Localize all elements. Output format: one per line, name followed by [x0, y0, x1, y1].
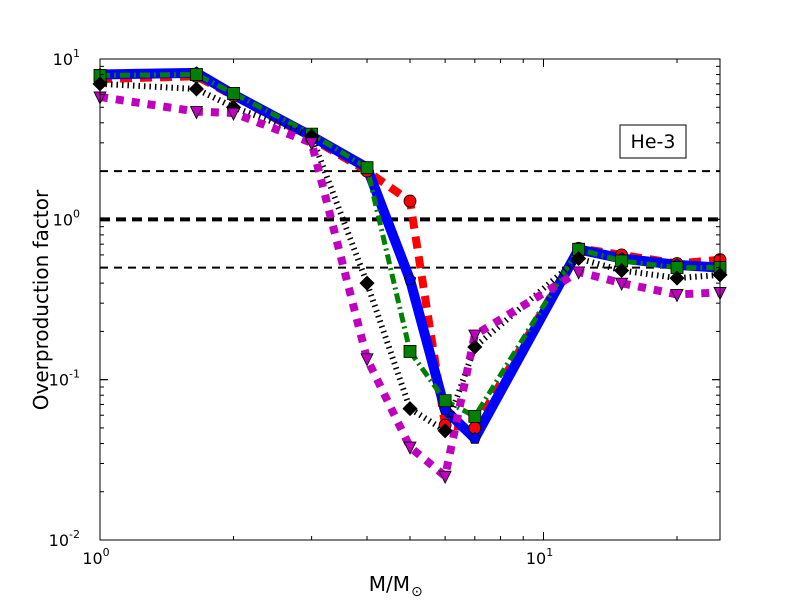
- y-tick-label: 10-1: [49, 368, 80, 390]
- data-point: [403, 194, 417, 208]
- data-point: [403, 345, 417, 358]
- data-point: [468, 410, 482, 423]
- data-point: [437, 423, 453, 439]
- annotation-label: He-3: [631, 131, 676, 153]
- y-axis-label: Overproduction factor: [29, 189, 53, 410]
- data-point: [468, 431, 481, 444]
- data-point: [360, 353, 374, 367]
- data-point: [670, 289, 684, 303]
- data-point: [359, 275, 375, 291]
- x-tick-label: 100: [82, 546, 109, 568]
- y-tick-label: 101: [53, 47, 80, 69]
- data-point: [571, 266, 586, 280]
- data-point: [227, 87, 240, 100]
- data-point: [468, 329, 482, 343]
- y-tick-label: 10-2: [49, 528, 80, 550]
- data-point: [190, 68, 203, 81]
- annotation-box: He-3: [619, 124, 687, 159]
- data-point: [615, 254, 629, 268]
- data-point: [438, 470, 452, 485]
- x-axis-label: M/M: [369, 572, 410, 596]
- y-tick-label: 100: [53, 207, 80, 229]
- data-point: [670, 261, 684, 274]
- series-line-2: [100, 72, 720, 419]
- data-point: [188, 81, 205, 97]
- data-point: [403, 273, 417, 285]
- series-line-3: [100, 80, 720, 434]
- data-point: [669, 270, 685, 286]
- data-point: [614, 277, 629, 292]
- data-point: [226, 107, 241, 121]
- data-point: [304, 137, 319, 151]
- x-axis-label-sub: ⊙: [411, 584, 423, 600]
- data-point: [571, 250, 587, 267]
- data-point: [360, 161, 374, 175]
- data-point: [189, 106, 204, 120]
- data-point: [403, 441, 417, 455]
- x-tick-label: 101: [526, 546, 553, 568]
- series-line-4: [100, 92, 720, 481]
- data-point: [572, 242, 586, 256]
- data-point: [402, 401, 418, 417]
- data-point: [467, 339, 483, 355]
- data-point: [614, 262, 630, 279]
- data-point: [438, 394, 452, 408]
